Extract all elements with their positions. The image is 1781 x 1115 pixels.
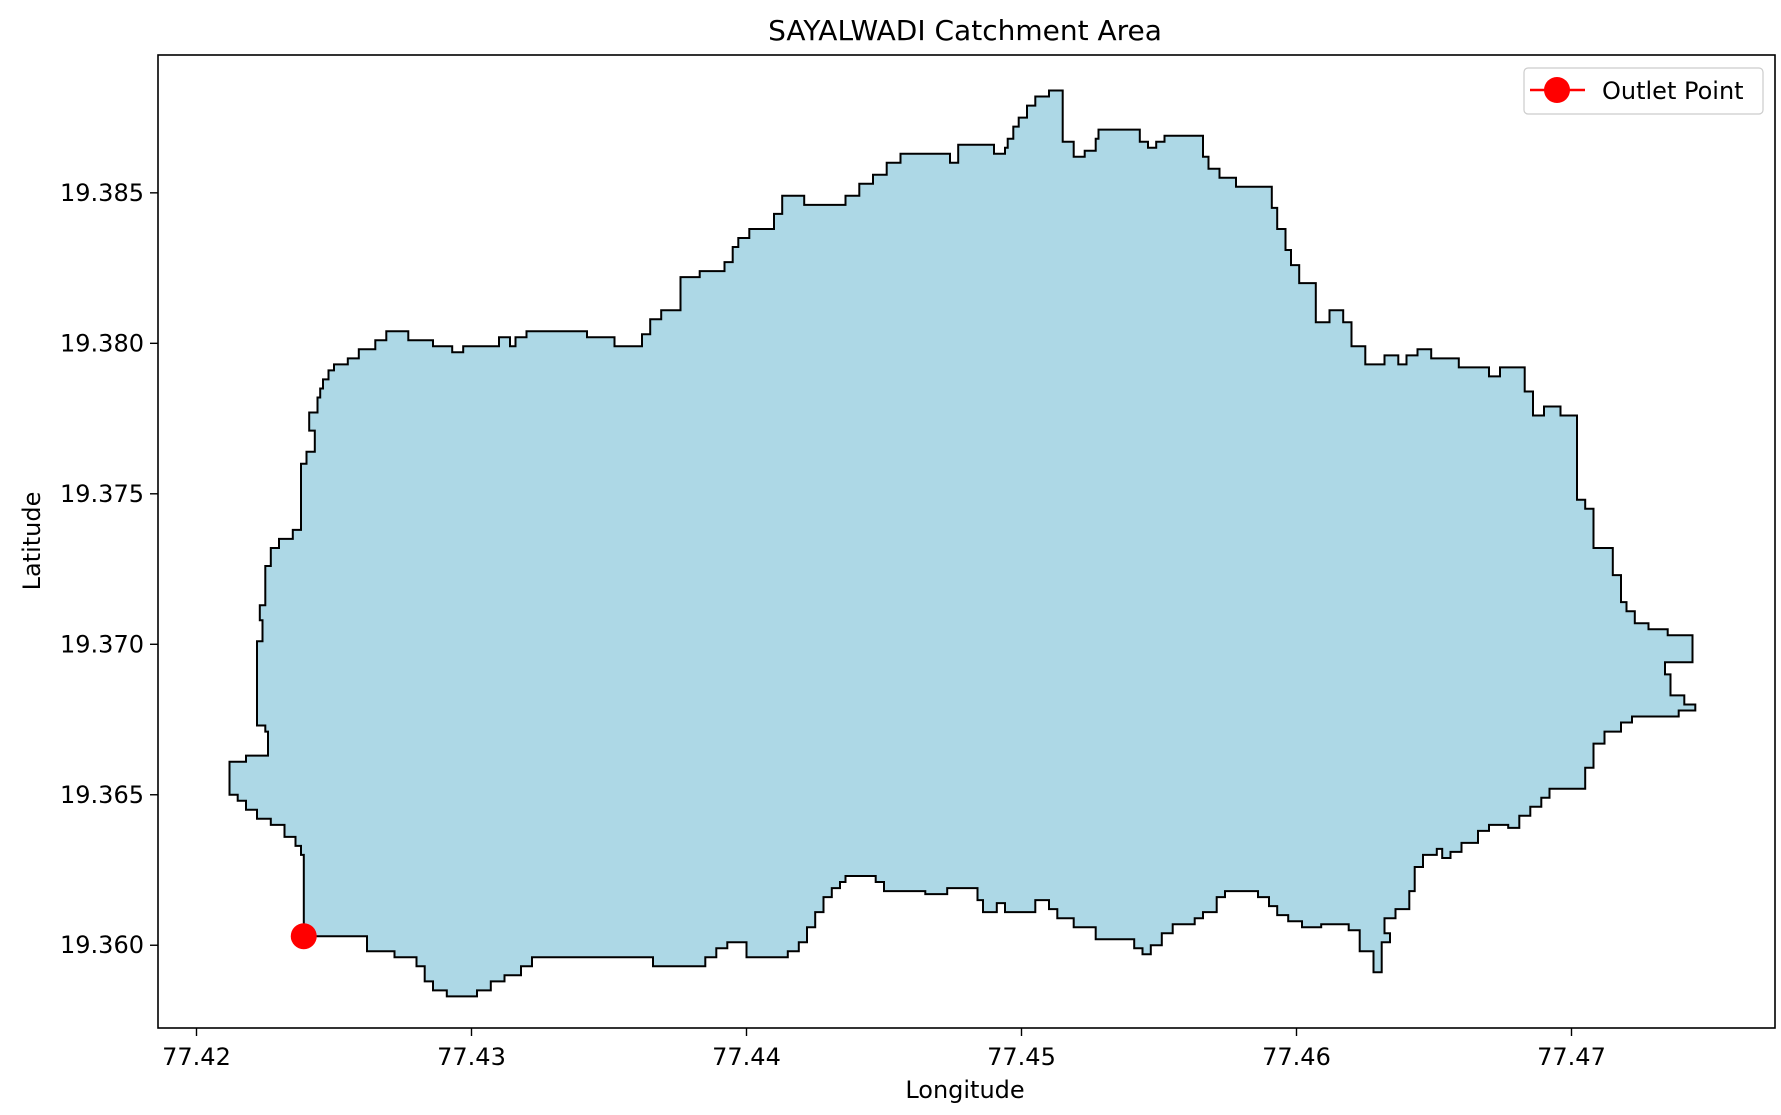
catchment-layer: [228, 89, 1697, 998]
y-axis-label: Latitude: [18, 492, 46, 591]
x-tick-label: 77.45: [987, 1043, 1056, 1071]
x-tick-label: 77.47: [1537, 1043, 1606, 1071]
legend: Outlet Point: [1523, 67, 1764, 115]
x-axis: 77.42 77.43 77.44 77.45 77.46 77.47: [162, 1028, 1606, 1071]
x-tick-label: 77.43: [437, 1043, 506, 1071]
y-tick-label: 19.370: [60, 630, 144, 658]
legend-label-outlet-point: Outlet Point: [1602, 77, 1744, 105]
legend-box: [1523, 67, 1764, 115]
x-axis-label: Longitude: [905, 1076, 1024, 1104]
y-tick-label: 19.365: [60, 781, 144, 809]
y-tick-label: 19.375: [60, 480, 144, 508]
outlet-layer: [290, 923, 317, 950]
y-tick-label: 19.380: [60, 329, 144, 357]
plot-frame: [157, 54, 1776, 1029]
catchment-polygon: [228, 89, 1697, 998]
y-axis: 19.360 19.365 19.370 19.375 19.380 19.385: [60, 179, 158, 959]
y-tick-label: 19.360: [60, 931, 144, 959]
legend-marker-swatch: [1544, 77, 1570, 103]
x-tick-label: 77.46: [1262, 1043, 1331, 1071]
x-tick-label: 77.42: [162, 1043, 231, 1071]
chart-title: SAYALWADI Catchment Area: [768, 14, 1162, 47]
y-tick-label: 19.385: [60, 179, 144, 207]
outlet-point-marker: [290, 923, 317, 950]
x-tick-label: 77.44: [712, 1043, 781, 1071]
